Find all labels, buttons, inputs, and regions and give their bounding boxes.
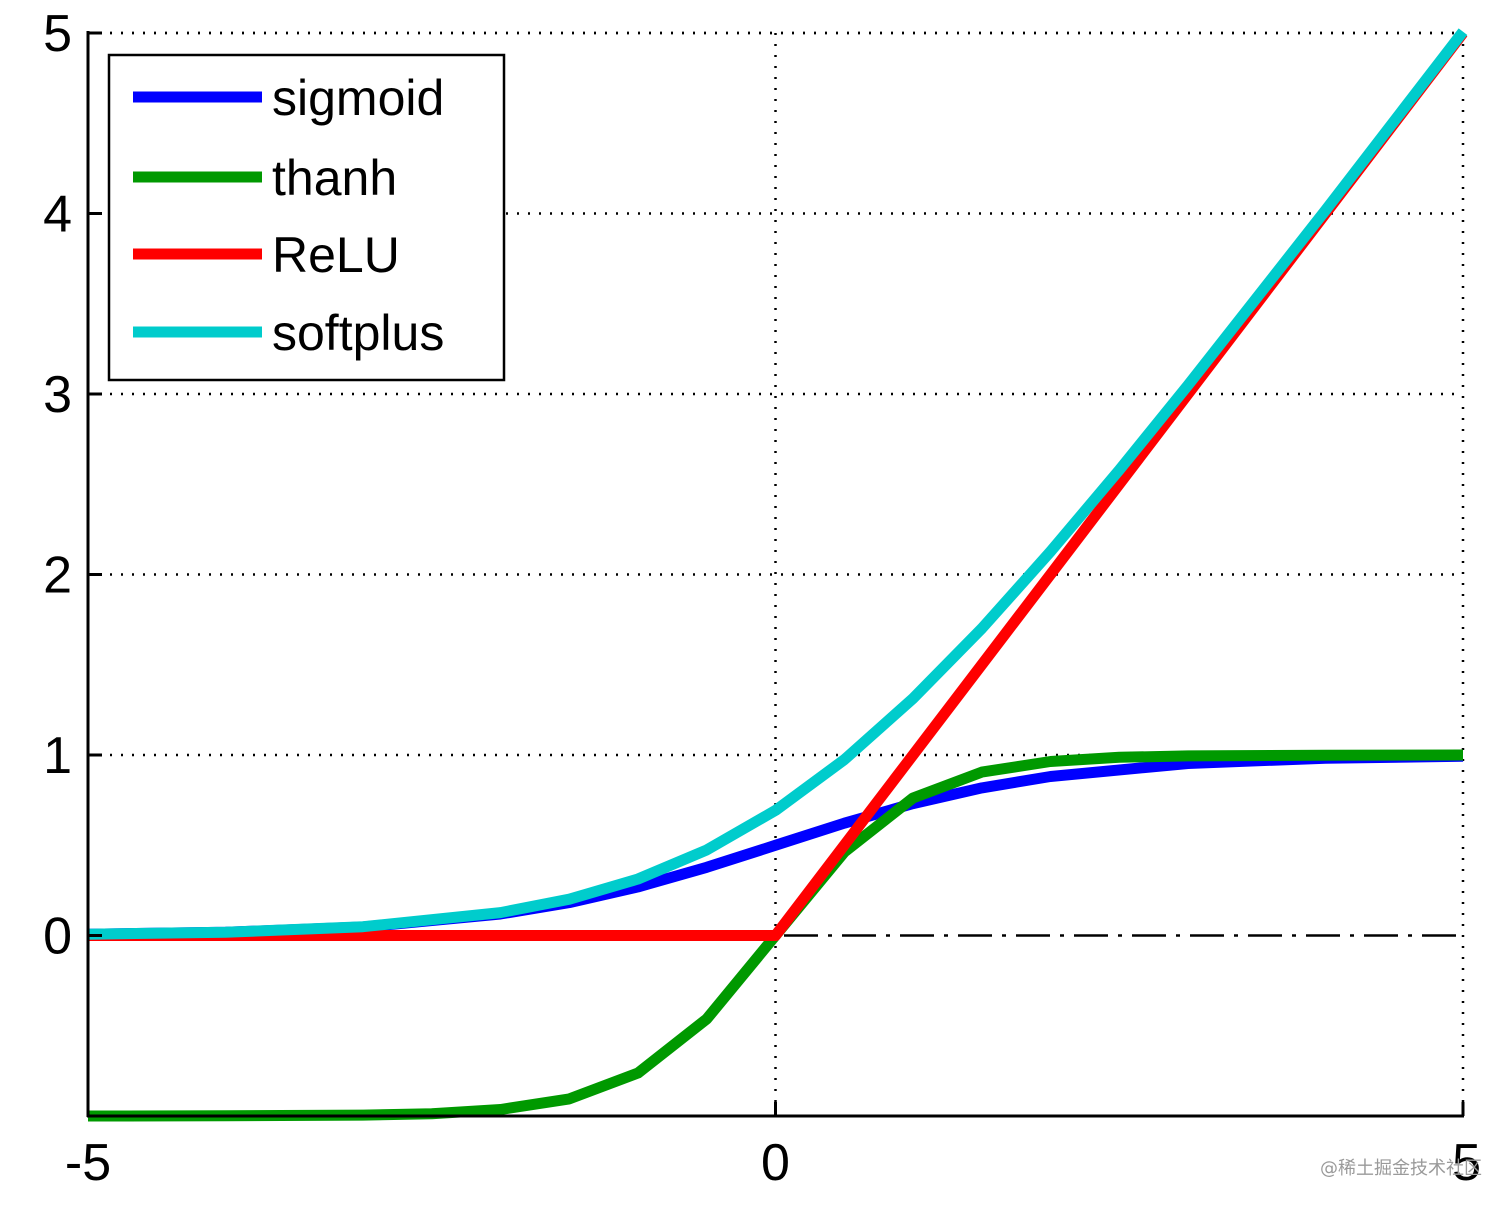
series-line-softplus: [87, 28, 1468, 940]
y-tick-label: 4: [43, 186, 72, 244]
watermark-text: @稀土掘金技术社区: [1320, 1158, 1482, 1179]
legend-label-relu: ReLU: [272, 227, 400, 283]
legend: sigmoid thanh ReLU softplus: [107, 53, 506, 382]
x-tick-label: 0: [761, 1134, 790, 1192]
series-lines: [87, 28, 1468, 1122]
legend-box: [107, 53, 506, 382]
y-tick-label: 1: [43, 727, 72, 785]
x-tick-label: 5: [1452, 1134, 1481, 1192]
tick-labels: 0 1 2 3 4 5 -5 0 5: [43, 5, 1481, 1192]
legend-label-thanh: thanh: [272, 150, 397, 206]
x-tick-label: -5: [65, 1134, 111, 1192]
legend-label-sigmoid: sigmoid: [272, 70, 444, 126]
legend-label-softplus: softplus: [272, 305, 444, 361]
y-tick-label: 2: [43, 547, 72, 605]
y-tick-label: 0: [43, 908, 72, 966]
axes: [86, 31, 1465, 1118]
y-tick-label: 5: [43, 5, 72, 63]
y-tick-label: 3: [43, 366, 72, 424]
